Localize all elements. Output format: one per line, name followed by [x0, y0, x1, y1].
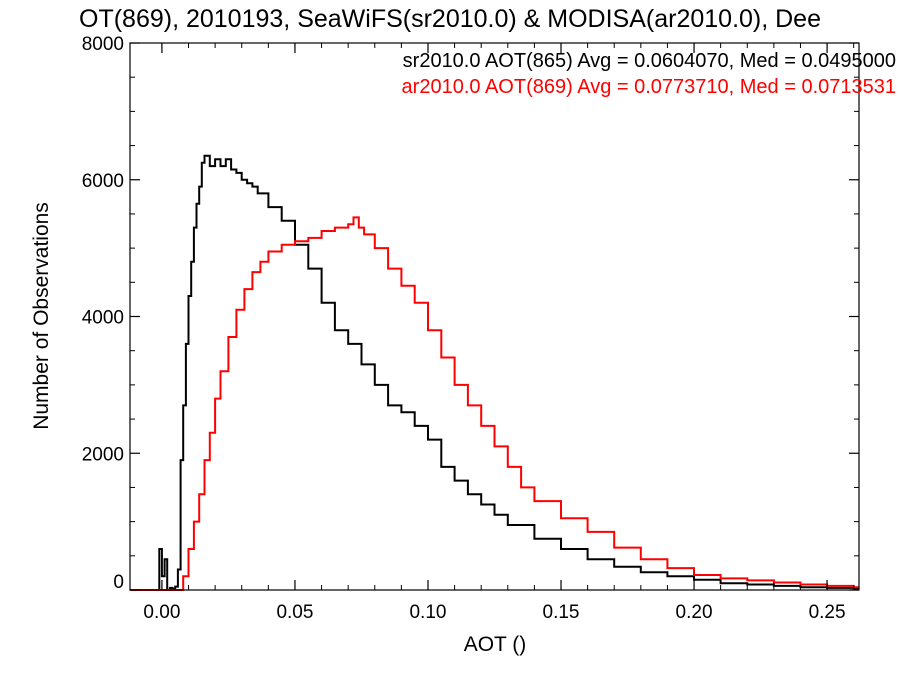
y-tick-label: 2000	[82, 444, 124, 465]
y-tick-label: 0	[113, 572, 124, 593]
x-tick-label: 0.25	[809, 602, 846, 623]
legend: sr2010.0 AOT(865) Avg = 0.0604070, Med =…	[402, 50, 896, 98]
series-line-0	[130, 154, 859, 591]
legend-entry-1: ar2010.0 AOT(869) Avg = 0.0773710, Med =…	[402, 76, 896, 98]
x-axis: 0.00 0.05 0.10 0.15 0.20 0.25	[143, 43, 855, 623]
y-axis: 0 2000 4000 6000 8000	[82, 34, 859, 593]
y-tick-label: 8000	[82, 34, 124, 55]
x-tick-label: 0.00	[143, 602, 180, 623]
y-tick-label: 4000	[82, 308, 124, 329]
y-tick-label: 6000	[82, 171, 124, 192]
x-axis-label: AOT ()	[464, 633, 527, 656]
plot-area	[130, 154, 859, 591]
x-tick-label: 0.05	[276, 602, 313, 623]
x-tick-label: 0.15	[543, 602, 580, 623]
series-line-1	[130, 216, 859, 591]
x-tick-label: 0.10	[409, 602, 446, 623]
x-tick-label: 0.20	[676, 602, 713, 623]
chart-title: OT(869), 2010193, SeaWiFS(sr2010.0) & MO…	[79, 5, 821, 33]
y-axis-label: Number of Observations	[30, 202, 53, 430]
legend-entry-0: sr2010.0 AOT(865) Avg = 0.0604070, Med =…	[403, 50, 896, 72]
